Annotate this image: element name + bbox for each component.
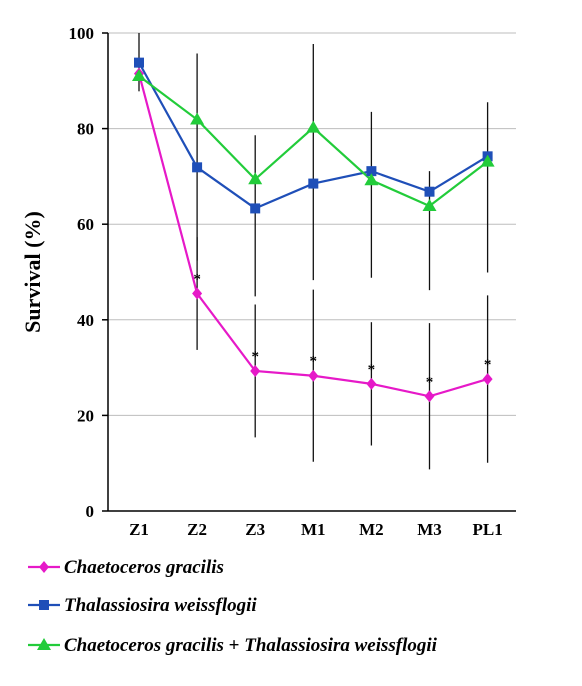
series-markers bbox=[132, 57, 495, 403]
data-point-triangle bbox=[306, 120, 321, 133]
data-point-diamond bbox=[366, 377, 377, 390]
data-point-diamond bbox=[424, 390, 435, 403]
data-point-triangle bbox=[132, 69, 146, 82]
legend-swatch-marker bbox=[39, 561, 49, 573]
data-point-triangle bbox=[422, 199, 437, 212]
x-tick-label: Z2 bbox=[187, 520, 207, 539]
y-tick-label: 40 bbox=[77, 311, 94, 330]
legend-label: Thalassiosira weissflogii bbox=[64, 595, 257, 616]
data-point-square bbox=[250, 203, 261, 214]
significance-star: * bbox=[310, 354, 318, 370]
y-tick-label: 0 bbox=[86, 502, 95, 521]
significance-star: * bbox=[368, 362, 376, 378]
legend-label-part: Thalassiosira weissflogii bbox=[244, 635, 437, 656]
axes bbox=[102, 32, 516, 512]
x-tick-label: M3 bbox=[417, 520, 442, 539]
data-point-diamond bbox=[192, 287, 203, 300]
legend-label: Chaetoceros gracilis bbox=[64, 557, 224, 578]
x-tick-label: M2 bbox=[359, 520, 384, 539]
legend-label: Chaetoceros gracilis + Thalassiosira wei… bbox=[64, 635, 438, 656]
data-point-diamond bbox=[308, 369, 319, 382]
data-point-square bbox=[424, 186, 435, 197]
legend-item: Thalassiosira weissflogii bbox=[28, 595, 257, 616]
x-tick-label: Z3 bbox=[245, 520, 265, 539]
y-axis-title: Survival (%) bbox=[20, 211, 45, 333]
data-point-diamond bbox=[482, 373, 493, 386]
y-tick-label: 80 bbox=[77, 120, 94, 139]
legend-label-part: Chaetoceros gracilis bbox=[64, 635, 224, 656]
legend-swatch-marker bbox=[39, 600, 49, 610]
legend-label-part: Chaetoceros gracilis bbox=[64, 557, 224, 578]
y-tick-label: 100 bbox=[69, 24, 95, 43]
data-point-square bbox=[192, 162, 203, 173]
legend-label-part: Thalassiosira weissflogii bbox=[64, 595, 257, 616]
data-point-square bbox=[134, 57, 144, 68]
x-tick-label: Z1 bbox=[129, 520, 149, 539]
y-tick-label: 60 bbox=[77, 215, 94, 234]
significance-star: * bbox=[484, 357, 492, 373]
legend-item: Chaetoceros gracilis bbox=[28, 557, 224, 578]
x-tick-label: PL1 bbox=[472, 520, 502, 539]
data-point-triangle bbox=[248, 172, 263, 185]
significance-star: * bbox=[251, 349, 259, 365]
data-point-triangle bbox=[480, 154, 495, 167]
y-tick-labels: 0 20 40 60 80 100 bbox=[69, 24, 95, 521]
significance-markers: * * * * * * bbox=[193, 272, 491, 391]
data-point-square bbox=[366, 166, 377, 177]
data-point-triangle bbox=[190, 112, 205, 125]
legend-label-part: + bbox=[224, 635, 244, 656]
data-point-square bbox=[308, 178, 319, 189]
significance-star: * bbox=[426, 374, 434, 390]
legend-swatch-marker bbox=[37, 638, 51, 650]
data-point-triangle bbox=[364, 173, 379, 186]
x-tick-labels: Z1 Z2 Z3 M1 M2 M3 PL1 bbox=[129, 520, 503, 539]
legend: Chaetoceros gracilis Thalassiosira weissf… bbox=[28, 557, 438, 656]
data-point-diamond bbox=[250, 364, 261, 377]
significance-star: * bbox=[193, 272, 201, 288]
x-tick-label: M1 bbox=[301, 520, 326, 539]
y-tick-label: 20 bbox=[77, 406, 94, 425]
legend-item: Chaetoceros gracilis + Thalassiosira wei… bbox=[28, 635, 438, 656]
